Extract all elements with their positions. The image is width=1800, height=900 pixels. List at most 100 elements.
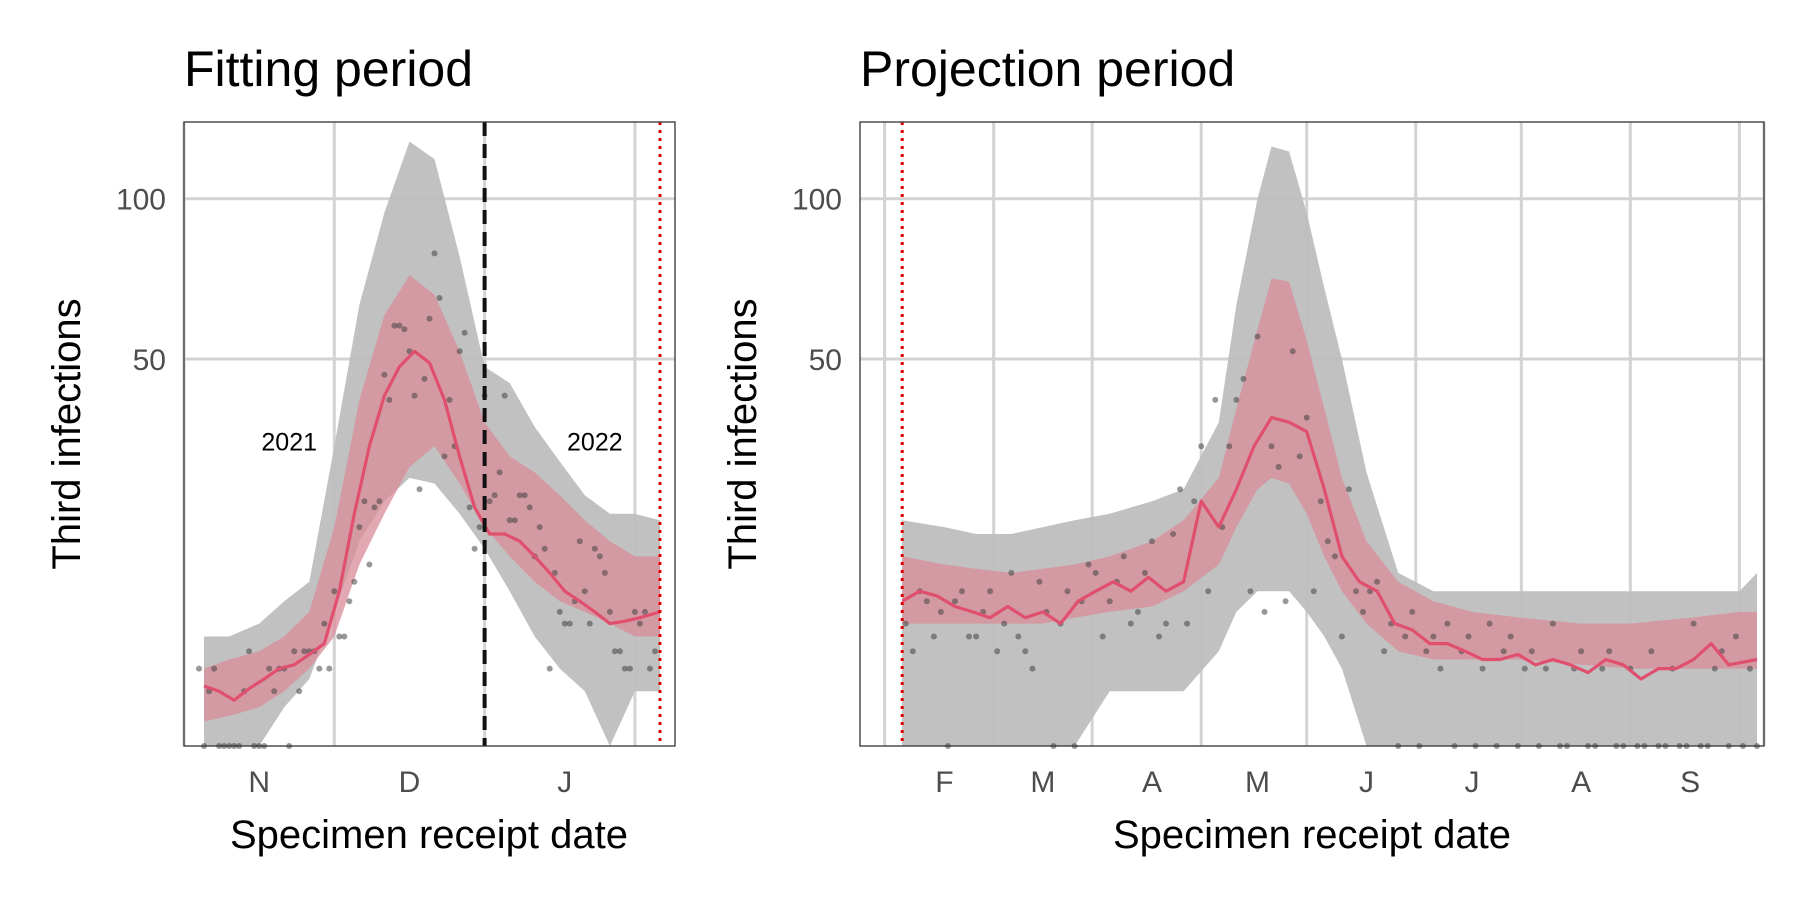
data-point (1479, 665, 1486, 672)
data-point (336, 633, 343, 640)
data-point (1275, 463, 1282, 470)
data-point (371, 504, 378, 511)
data-point (1261, 608, 1268, 615)
data-point (1528, 648, 1535, 655)
data-point (391, 322, 398, 329)
data-point (1205, 588, 1212, 595)
data-point (421, 375, 428, 382)
data-point (331, 588, 338, 595)
data-point (1282, 598, 1289, 605)
y-tick-label: 100 (792, 184, 842, 217)
data-point (591, 545, 598, 552)
data-point (1437, 665, 1444, 672)
x-axis-label: Specimen receipt date (1113, 813, 1511, 857)
data-point (1303, 414, 1310, 421)
x-tick-label: J (1465, 766, 1480, 799)
data-point (1198, 443, 1205, 450)
data-point (1022, 648, 1029, 655)
data-point (1134, 608, 1141, 615)
data-point (301, 648, 308, 655)
y-tick-label: 50 (133, 344, 166, 377)
panel-projection: Projection period 50 100 F M A M J J A S Specime… (721, 41, 1766, 857)
x-tick-label: M (1245, 766, 1270, 799)
inner-band-area (902, 278, 1757, 669)
data-point (461, 329, 468, 336)
data-point (1085, 561, 1092, 568)
data-point (1345, 486, 1352, 493)
data-point (496, 469, 503, 476)
data-point (923, 598, 930, 605)
data-point (1711, 665, 1718, 672)
data-point (937, 608, 944, 615)
data-point (411, 392, 418, 399)
data-point (1015, 633, 1022, 640)
data-point (271, 688, 278, 695)
data-point (1549, 620, 1556, 627)
data-point (446, 396, 453, 403)
data-point (909, 648, 916, 655)
data-point (1402, 633, 1409, 640)
plot-frame (859, 121, 1765, 747)
data-point (501, 392, 508, 399)
data-point (1486, 620, 1493, 627)
data-point (646, 665, 653, 672)
data-point (441, 453, 448, 460)
data-point (341, 633, 348, 640)
data-point (621, 665, 628, 672)
data-point (1149, 538, 1155, 545)
data-point (211, 665, 218, 672)
y-axis-label: Third infections (721, 298, 765, 569)
data-point (266, 665, 273, 672)
x-tick-label: M (1030, 766, 1055, 799)
data-point (1289, 348, 1296, 355)
x-tick-label: S (1680, 766, 1700, 799)
data-point (601, 569, 608, 576)
data-point (351, 578, 358, 585)
data-point (959, 588, 965, 595)
panel-title: Fitting period (184, 41, 473, 97)
data-point (1423, 648, 1430, 655)
y-tick-labels: 50 100 (792, 184, 842, 377)
data-point (994, 648, 1001, 655)
data-point (1374, 578, 1381, 585)
data-point (376, 498, 383, 505)
data-point (626, 665, 633, 672)
data-point (1578, 648, 1585, 655)
data-point (381, 371, 388, 378)
data-point (1648, 648, 1655, 655)
data-point (652, 648, 658, 655)
data-point (1191, 498, 1198, 505)
data-point (586, 620, 593, 627)
data-point (611, 648, 618, 655)
reference-lines (482, 122, 662, 746)
y-tick-label: 100 (116, 184, 166, 217)
data-point (356, 524, 363, 531)
data-point (506, 517, 513, 524)
data-point (366, 561, 373, 568)
data-point (551, 569, 558, 576)
data-point (952, 598, 958, 605)
data-point (596, 553, 603, 560)
median-line (203, 349, 661, 702)
data-point (987, 588, 994, 595)
data-point (1029, 665, 1036, 672)
data-point (1092, 569, 1099, 576)
data-point (1184, 620, 1191, 627)
data-point (1444, 620, 1451, 627)
year-annotation: 2021 (261, 428, 317, 456)
x-tick-label: A (1142, 766, 1162, 799)
median-line (901, 416, 1758, 681)
data-point (296, 688, 303, 695)
data-point (1170, 531, 1177, 537)
inner-interval-band (902, 278, 1757, 669)
data-point (1268, 443, 1275, 450)
data-point (1106, 598, 1113, 605)
data-point (1233, 396, 1240, 403)
median-series-line (203, 349, 661, 702)
data-point (641, 608, 648, 615)
plot-frame (183, 121, 676, 747)
data-point (1507, 633, 1514, 640)
data-point (1008, 569, 1015, 576)
data-point (536, 524, 543, 531)
data-point (521, 492, 528, 499)
